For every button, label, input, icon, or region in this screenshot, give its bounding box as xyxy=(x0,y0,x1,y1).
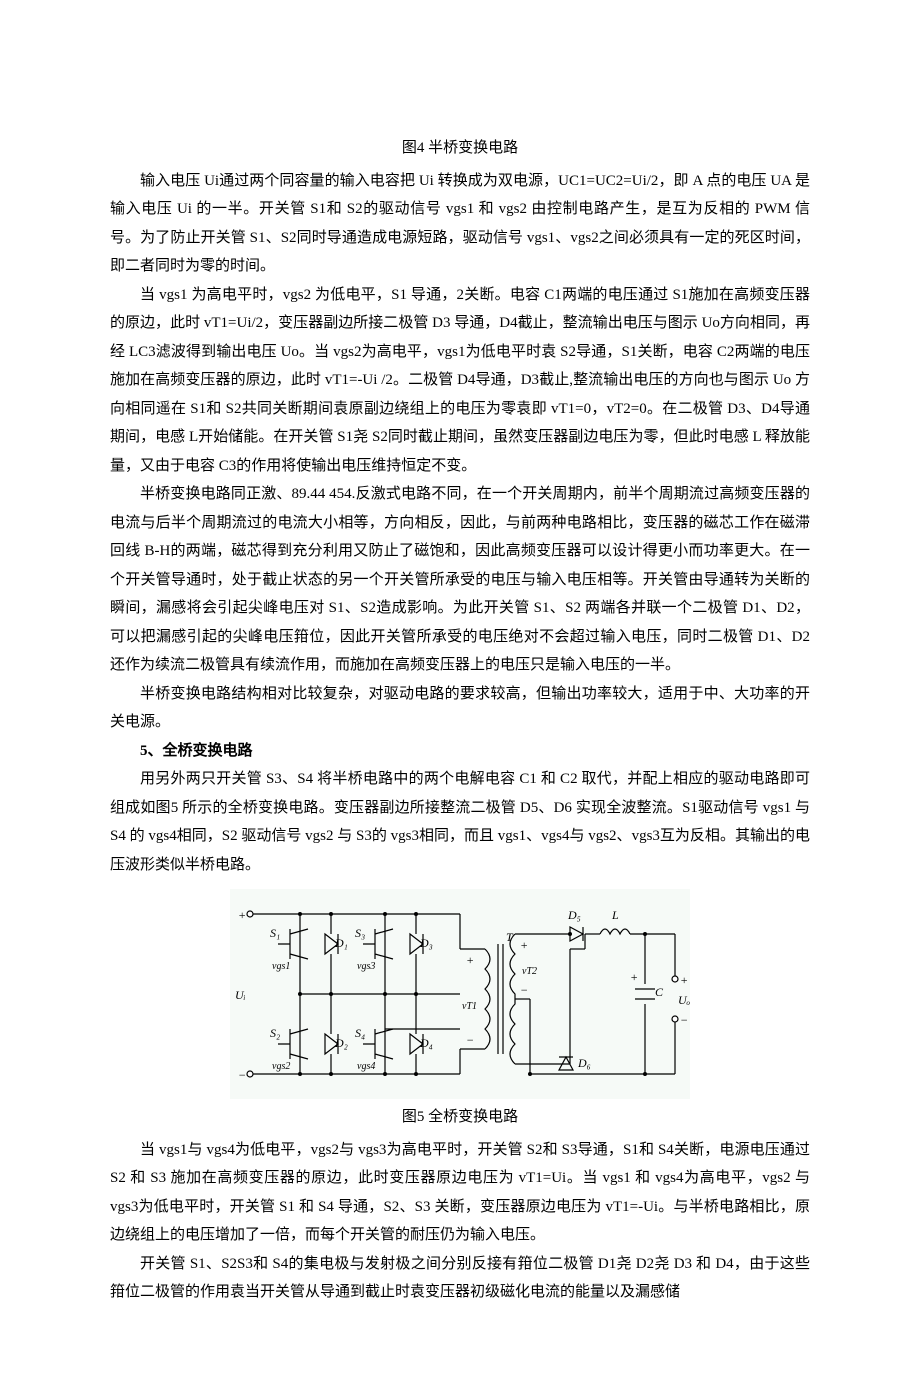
svg-text:D₂: D₂ xyxy=(334,1036,348,1050)
svg-text:Uᵢ: Uᵢ xyxy=(235,988,246,1002)
paragraph-7: 开关管 S1、S2S3和 S4的集电极与发射极之间分别反接有箝位二极管 D1尧 … xyxy=(110,1250,810,1307)
paragraph-2: 当 vgs1 为高电平时，vgs2 为低电平，S1 导通，2关断。电容 C1两端… xyxy=(110,281,810,481)
svg-text:−: − xyxy=(520,983,528,997)
svg-text:D₃: D₃ xyxy=(419,936,433,950)
svg-text:+: + xyxy=(520,938,528,952)
svg-text:L: L xyxy=(611,908,619,922)
section5-heading: 5、全桥变换电路 xyxy=(110,737,810,766)
svg-text:S₃: S₃ xyxy=(355,926,365,940)
svg-text:−: − xyxy=(238,1068,246,1082)
svg-text:C: C xyxy=(655,985,664,999)
paragraph-1: 输入电压 Ui通过两个同容量的输入电容把 Ui 转换成为双电源，UC1=UC2=… xyxy=(110,167,810,281)
paragraph-3: 半桥变换电路同正激、89.44 454.反激式电路不同，在一个开关周期内，前半个… xyxy=(110,480,810,680)
svg-text:−: − xyxy=(466,1033,474,1047)
svg-text:−: − xyxy=(680,1013,688,1027)
svg-text:D₅: D₅ xyxy=(567,908,581,922)
svg-text:D₄: D₄ xyxy=(419,1036,433,1050)
svg-text:vgs2: vgs2 xyxy=(272,1061,290,1072)
svg-text:vgs1: vgs1 xyxy=(272,961,290,972)
svg-text:S₁: S₁ xyxy=(270,926,280,940)
svg-text:+: + xyxy=(238,908,246,922)
svg-text:+: + xyxy=(630,970,638,984)
paragraph-6: 当 vgs1与 vgs4为低电平，vgs2与 vgs3为高电平时，开关管 S2和… xyxy=(110,1136,810,1250)
paragraph-5: 用另外两只开关管 S3、S4 将半桥电路中的两个电解电容 C1 和 C2 取代，… xyxy=(110,765,810,879)
svg-text:Uₒ: Uₒ xyxy=(678,993,690,1007)
svg-text:S₄: S₄ xyxy=(355,1026,365,1040)
figure5-caption: 图5 全桥变换电路 xyxy=(110,1103,810,1132)
figure4-caption: 图4 半桥变换电路 xyxy=(110,134,810,163)
svg-text:+: + xyxy=(466,953,474,967)
svg-text:S₂: S₂ xyxy=(270,1026,280,1040)
svg-text:vT2: vT2 xyxy=(522,966,537,977)
svg-text:vT1: vT1 xyxy=(462,1001,477,1012)
svg-text:vgs4: vgs4 xyxy=(357,1061,375,1072)
svg-text:D₆: D₆ xyxy=(577,1056,591,1070)
figure5-circuit: + − Uᵢ S₁ S₂ S₃ S₄ D₁ D₂ D₃ D₄ vgs1 vgs2… xyxy=(110,889,810,1099)
svg-text:+: + xyxy=(680,973,688,987)
svg-text:D₁: D₁ xyxy=(334,936,348,950)
svg-text:vgs3: vgs3 xyxy=(357,961,375,972)
paragraph-4: 半桥变换电路结构相对比较复杂，对驱动电路的要求较高，但输出功率较大，适用于中、大… xyxy=(110,680,810,737)
